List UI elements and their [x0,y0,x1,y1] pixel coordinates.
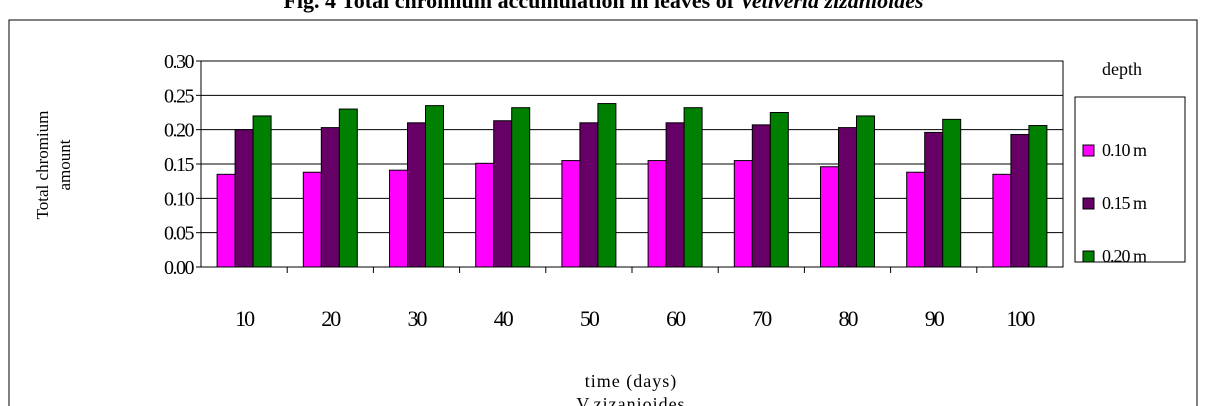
bar [992,173,1012,268]
legend-box [1074,96,1186,263]
x-tick-label: 20 [321,306,341,331]
bar [647,160,667,268]
legend-label: 0.10 m [1102,140,1147,160]
bar [511,107,531,268]
bar [561,160,581,268]
legend-title: depth [1102,59,1142,79]
y-tick-label: 0.05 [164,223,195,245]
caption-prefix: Fig. 4 Total chromium accumulation in le… [283,0,740,13]
legend: 0.10 m 0.15 m 0.20 m [1074,96,1186,266]
x-axis-label: time (days) [585,371,677,392]
bar [425,105,444,268]
bar [493,120,513,268]
x-tick-label: 100 [1006,306,1035,331]
bar [769,112,789,268]
caption-species: Vetiveria zizanioides [739,0,924,13]
bar [302,171,322,268]
y-tick-label: 0.15 [164,154,195,176]
y-tick-label: 0.30 [164,51,195,73]
x-axis-sublabel: V.zizanioides [576,394,685,406]
x-tick-label: 60 [666,306,686,331]
y-tick-label: 0.20 [164,120,195,142]
bar [338,108,358,268]
legend-swatch [1082,197,1095,210]
bar [665,122,685,268]
y-axis-label-line: Total chromium [33,111,52,220]
x-tick-label: 90 [925,306,945,331]
bar [407,122,426,268]
y-axis: 0.00 0.05 0.10 0.15 0.20 0.25 0.30 [164,51,201,279]
bar [1010,133,1030,268]
bar [252,115,272,268]
y-tick-label: 0.00 [164,257,195,279]
bar [389,169,408,268]
bar [733,160,753,268]
x-tick-label: 40 [494,306,514,331]
bar [1028,125,1048,268]
bar [906,171,926,268]
x-tick-label: 70 [752,306,772,331]
bar [597,103,617,268]
bar [683,107,703,268]
legend-swatch [1082,250,1095,263]
x-tick-label: 80 [839,306,859,331]
bar [320,127,340,268]
x-tick-label: 50 [580,306,600,331]
y-tick-label: 0.25 [164,85,195,107]
figure-caption: Fig. 4 Total chromium accumulation in le… [0,0,1207,14]
bar [924,131,944,268]
x-tick-label: 10 [235,306,255,331]
bar [216,173,236,268]
bar [856,115,875,268]
bars [216,103,1048,268]
legend-swatch [1082,144,1095,157]
bar [942,118,962,268]
bar [234,129,254,268]
bar [820,166,839,268]
x-tick-label: 30 [408,306,428,331]
y-tick-label: 0.10 [164,188,195,210]
bar [838,127,857,268]
y-axis-label: Total chromium amount [33,111,74,220]
legend-label: 0.15 m [1102,193,1147,213]
bar [579,122,599,268]
y-axis-label-line: amount [55,139,74,190]
legend-label: 0.20 m [1102,246,1147,266]
x-axis: 10 20 30 40 50 60 70 80 90 100 [235,267,1037,331]
bar [751,124,771,268]
bar [475,162,495,268]
chart-area-border [8,19,1198,406]
